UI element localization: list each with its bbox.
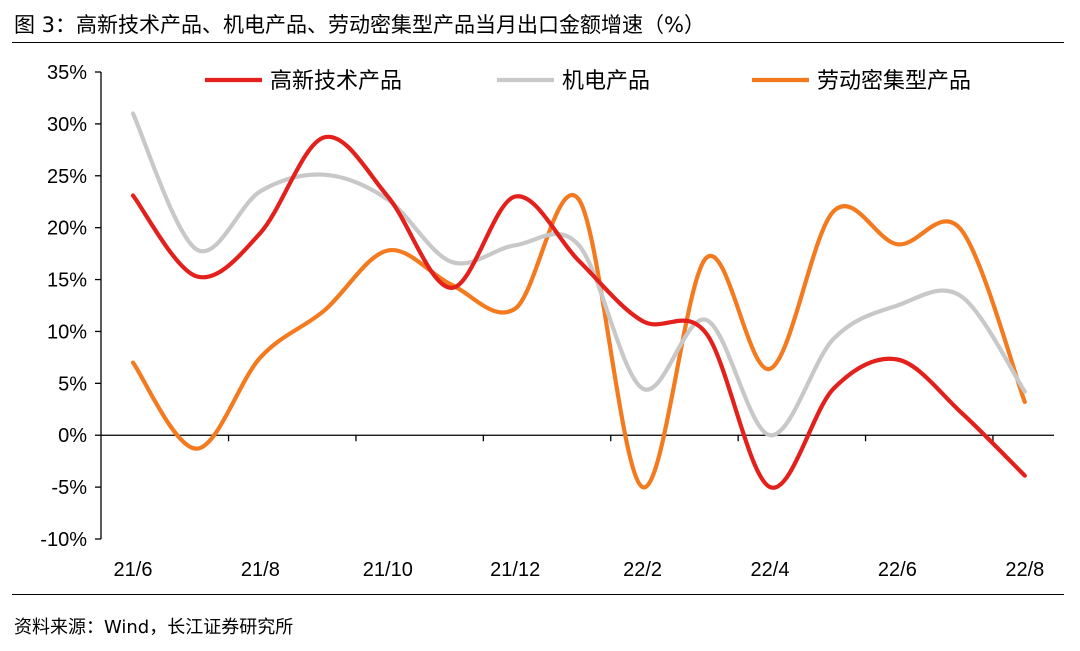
legend-label-2: 机电产品 (562, 69, 650, 94)
source-note: 资料来源：Wind，长江证券研究所 (14, 617, 294, 638)
series-line-1 (130, 134, 1027, 490)
series-line-2 (130, 111, 1027, 438)
x-tick-label: 21/10 (363, 559, 413, 581)
title-divider (12, 42, 1064, 43)
legend-label-3: 劳动密集型产品 (817, 69, 971, 94)
figure-title: 图 3：高新技术产品、机电产品、劳动密集型产品当月出口金额增速（%） (14, 13, 705, 37)
series-line-3 (130, 193, 1027, 490)
x-tick-label: 22/6 (878, 559, 917, 581)
y-tick-label: 35% (47, 62, 87, 84)
y-tick-label: -10% (40, 529, 87, 551)
x-tick-label: 22/8 (1005, 559, 1044, 581)
legend-label-1: 高新技术产品 (270, 69, 402, 94)
y-tick-label: 10% (47, 321, 87, 343)
x-tick-label: 21/12 (490, 559, 540, 581)
source-divider (12, 594, 1064, 595)
y-tick-label: 30% (47, 114, 87, 136)
y-tick-label: -5% (51, 477, 87, 499)
x-tick-label: 22/2 (623, 559, 662, 581)
y-tick-label: 25% (47, 166, 87, 188)
x-tick-label: 21/6 (114, 559, 153, 581)
y-tick-label: 20% (47, 218, 87, 240)
y-tick-label: 5% (58, 373, 87, 395)
y-tick-label: 15% (47, 270, 87, 292)
y-tick-label: 0% (58, 425, 87, 447)
x-tick-label: 21/8 (241, 559, 280, 581)
x-tick-label: 22/4 (751, 559, 790, 581)
